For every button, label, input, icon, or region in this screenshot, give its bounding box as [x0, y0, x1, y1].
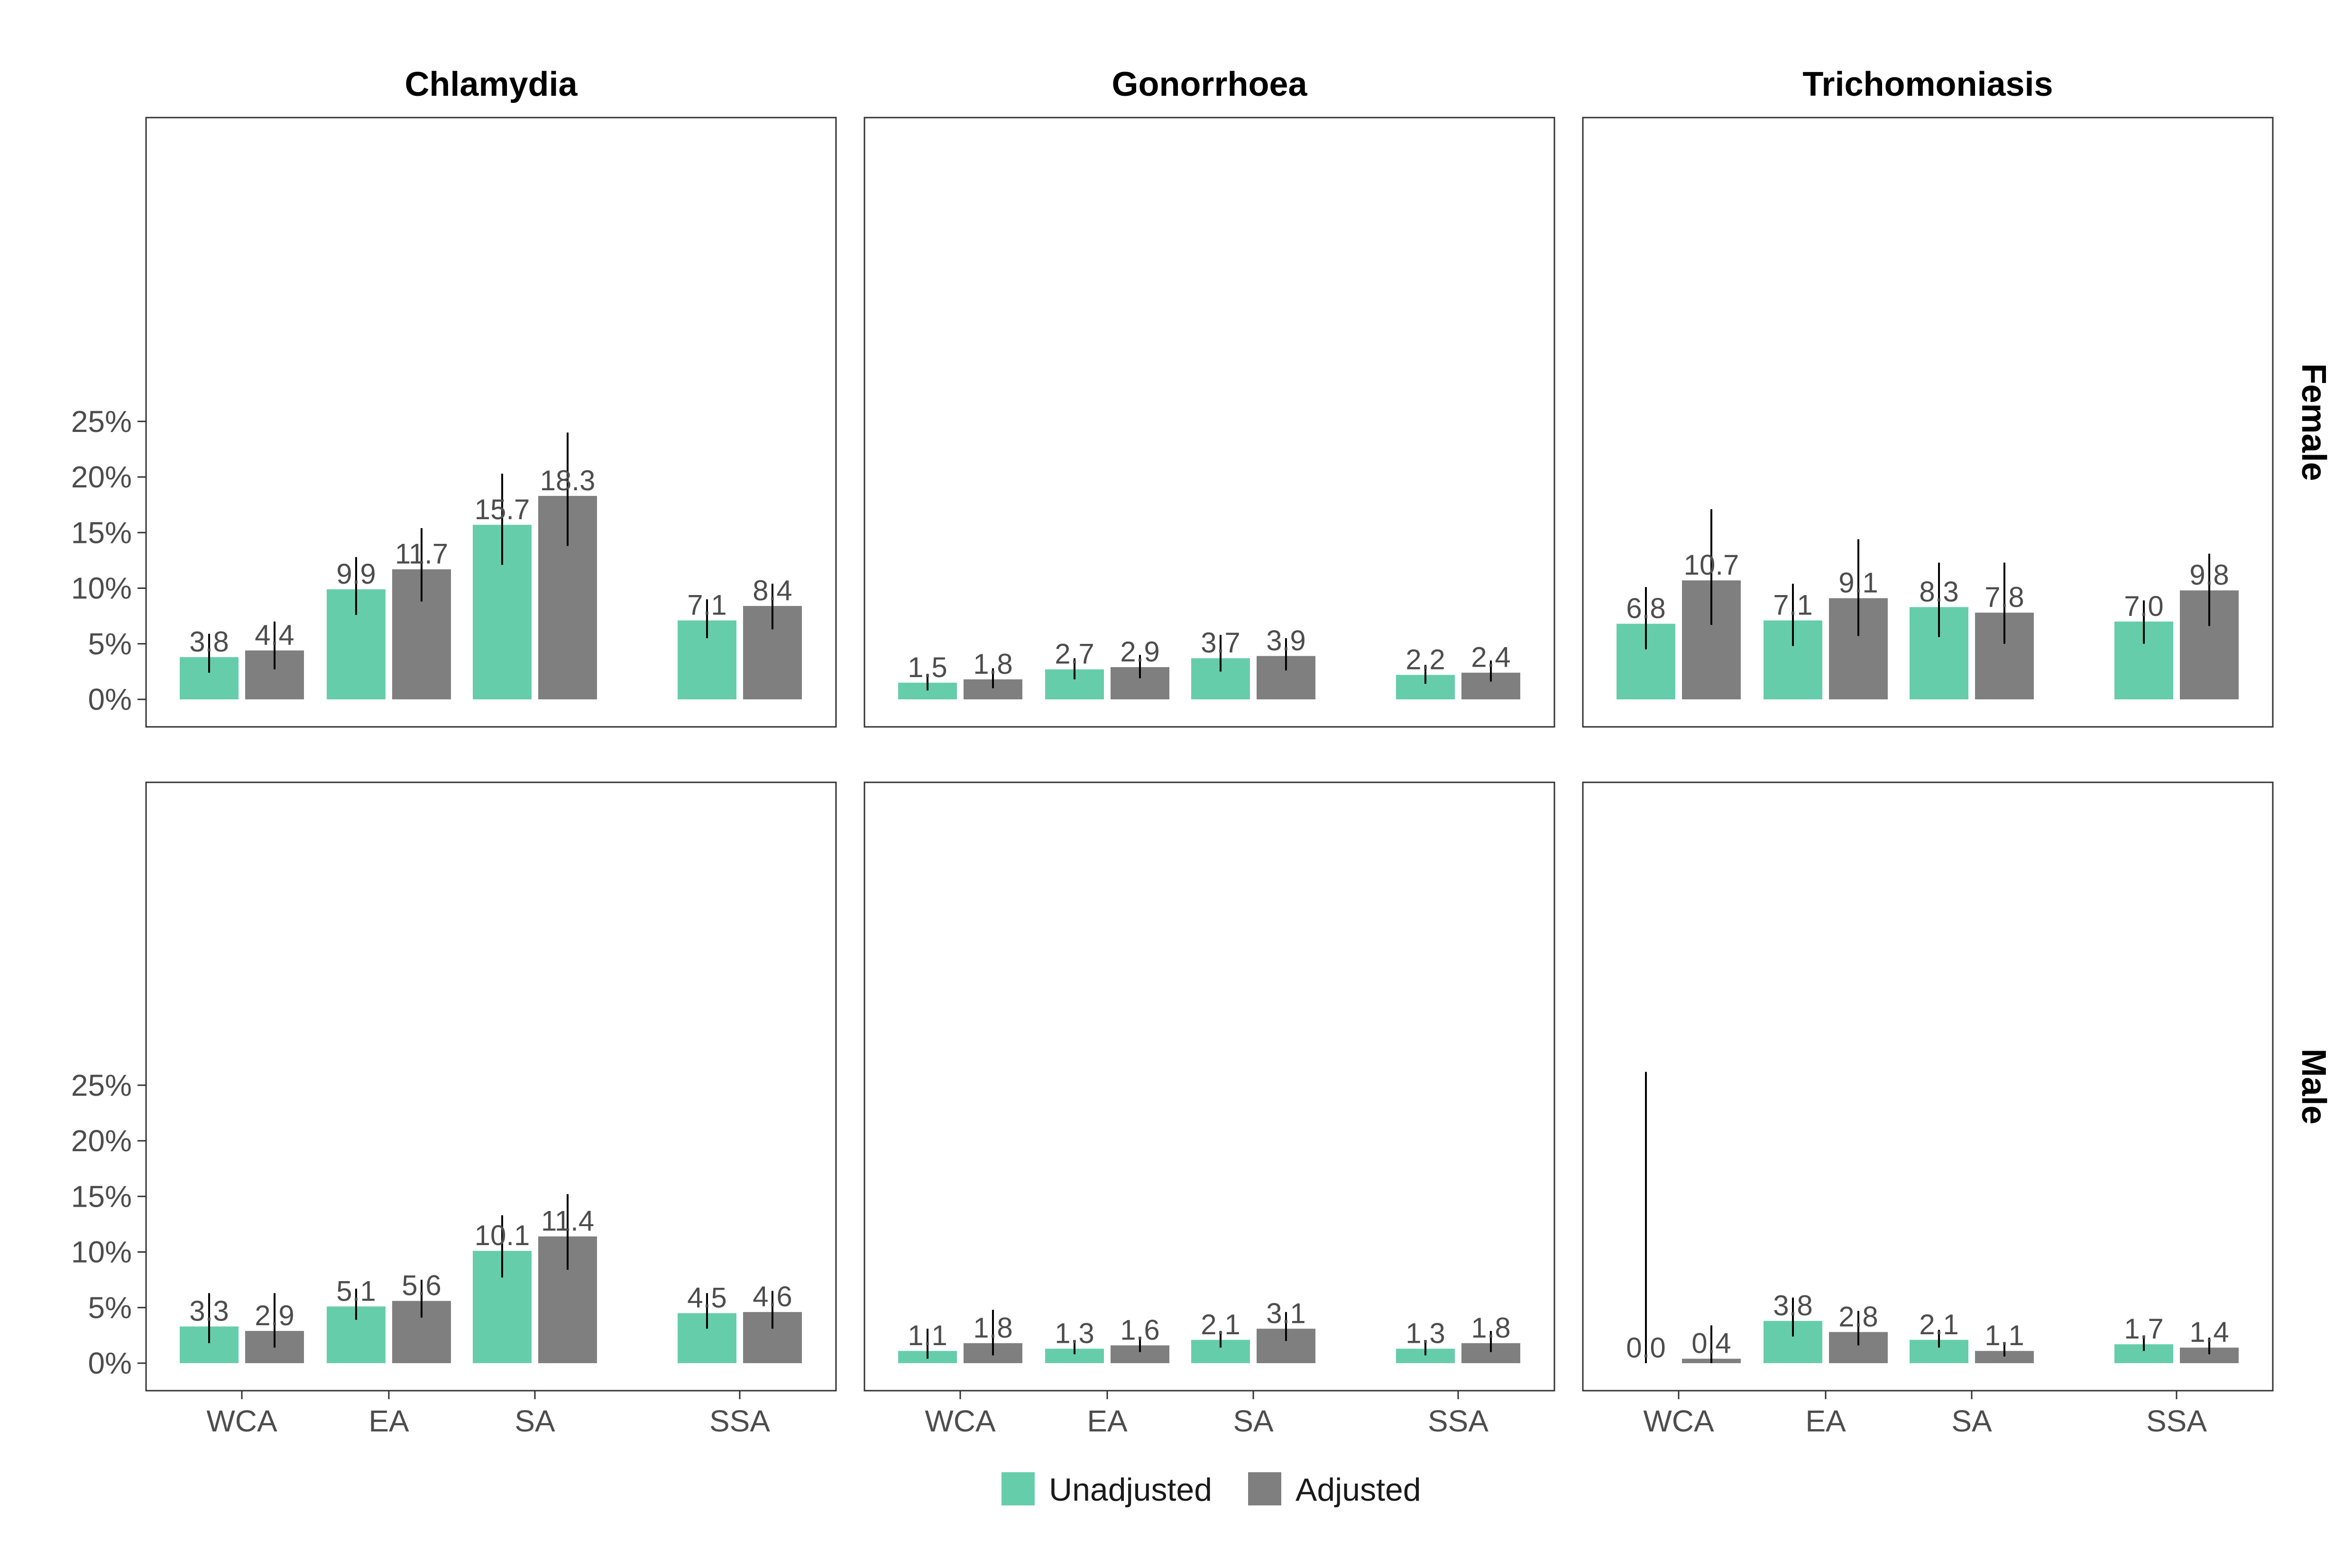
value-label-trichomoniasis-female-ssa-adjusted: 9.8 — [2189, 559, 2229, 591]
x-tick-label-chlamydia-sa: SA — [514, 1404, 555, 1438]
value-label-chlamydia-male-ea-unadjusted: 5.1 — [336, 1275, 376, 1307]
strip-labels-layer: Chlamydia Gonorrhoea Trichomoniasis Female M… — [404, 65, 2333, 1125]
value-label-trichomoniasis-male-sa-unadjusted: 2.1 — [1919, 1309, 1958, 1340]
value-label-gonorrhoea-female-sa-adjusted: 3.9 — [1266, 625, 1305, 657]
x-tick-label-chlamydia-ssa: SSA — [709, 1404, 770, 1438]
panel-border-trichomoniasis-male — [1582, 781, 2274, 1392]
value-label-trichomoniasis-male-ea-unadjusted: 3.8 — [1773, 1290, 1812, 1321]
panel-border-gonorrhoea-male — [864, 781, 1555, 1392]
value-label-gonorrhoea-male-ssa-unadjusted: 1.3 — [1406, 1318, 1445, 1349]
panel-chlamydia-female: 3.8 9.9 15.7 7.1 4.4 11.7 18.3 8.4 0% 5% 10% 15% 20%… — [71, 117, 837, 728]
y-tick-label-male-15: 15% — [71, 1179, 132, 1213]
value-label-trichomoniasis-female-wca-adjusted: 10.7 — [1684, 549, 1739, 581]
legend-swatch-unadjusted — [1001, 1472, 1035, 1505]
value-label-gonorrhoea-female-ea-adjusted: 2.9 — [1120, 636, 1159, 668]
legend: Unadjusted Adjusted — [1001, 1472, 1421, 1508]
strip-label-gonorrhoea: Gonorrhoea — [1112, 65, 1307, 103]
x-tick-label-trichomoniasis-wca: WCA — [1643, 1404, 1714, 1438]
y-tick-label-male-10: 10% — [71, 1235, 132, 1269]
y-tick-label-female-5: 5% — [88, 627, 132, 661]
value-label-trichomoniasis-female-wca-unadjusted: 6.8 — [1626, 593, 1665, 624]
value-label-chlamydia-female-ssa-unadjusted: 7.1 — [687, 589, 726, 621]
value-label-trichomoniasis-female-ssa-unadjusted: 7.0 — [2124, 590, 2163, 622]
x-tick-label-chlamydia-wca: WCA — [206, 1404, 277, 1438]
value-label-gonorrhoea-male-ea-adjusted: 1.6 — [1120, 1314, 1159, 1346]
value-label-trichomoniasis-male-wca-unadjusted: 0.0 — [1626, 1332, 1665, 1364]
strip-label-trichomoniasis: Trichomoniasis — [1802, 65, 2053, 103]
x-tick-label-trichomoniasis-ea: EA — [1805, 1404, 1846, 1438]
value-label-chlamydia-male-ea-adjusted: 5.6 — [402, 1270, 441, 1302]
x-tick-label-chlamydia-ea: EA — [368, 1404, 409, 1438]
value-label-chlamydia-female-ssa-adjusted: 8.4 — [753, 575, 792, 606]
value-label-gonorrhoea-male-ssa-adjusted: 1.8 — [1471, 1312, 1510, 1344]
value-label-chlamydia-female-ea-adjusted: 11.7 — [395, 538, 448, 570]
y-tick-label-female-20: 20% — [71, 460, 132, 494]
value-label-trichomoniasis-female-ea-adjusted: 9.1 — [1838, 567, 1878, 599]
panel-border-trichomoniasis-female — [1582, 117, 2274, 728]
panel-border-chlamydia-female — [145, 117, 837, 728]
panels-layer: 3.8 9.9 15.7 7.1 4.4 11.7 18.3 8.4 0% 5% 10% 15% 20%… — [71, 117, 2274, 1438]
value-label-trichomoniasis-female-sa-unadjusted: 8.3 — [1919, 576, 1958, 607]
value-label-gonorrhoea-female-ea-unadjusted: 2.7 — [1055, 638, 1094, 670]
value-label-gonorrhoea-female-ssa-adjusted: 2.4 — [1471, 642, 1510, 673]
panel-chlamydia-male: 3.3 5.1 10.1 4.5 2.9 5.6 11.4 4.6 0% 5% 10% 15% 20% 2… — [71, 781, 837, 1438]
strip-label-chlamydia: Chlamydia — [404, 65, 578, 103]
value-label-gonorrhoea-male-ea-unadjusted: 1.3 — [1055, 1318, 1094, 1349]
value-label-gonorrhoea-female-wca-adjusted: 1.8 — [973, 648, 1012, 680]
value-label-chlamydia-female-sa-adjusted: 18.3 — [540, 465, 596, 496]
value-label-gonorrhoea-female-sa-unadjusted: 3.7 — [1201, 627, 1240, 659]
value-label-chlamydia-female-wca-adjusted: 4.4 — [255, 619, 294, 651]
panel-gonorrhoea-female: 1.5 2.7 3.7 2.2 1.8 2.9 3.9 2.4 — [864, 117, 1555, 728]
y-tick-label-female-0: 0% — [88, 682, 132, 716]
legend-swatch-adjusted — [1248, 1472, 1281, 1505]
y-tick-label-female-10: 10% — [71, 571, 132, 605]
value-label-trichomoniasis-female-ea-unadjusted: 7.1 — [1773, 589, 1812, 621]
y-tick-label-male-20: 20% — [71, 1124, 132, 1158]
value-label-trichomoniasis-male-wca-adjusted: 0.4 — [1691, 1328, 1731, 1359]
value-label-chlamydia-female-ea-unadjusted: 9.9 — [336, 558, 376, 590]
x-tick-label-gonorrhoea-sa: SA — [1233, 1404, 1274, 1438]
value-label-chlamydia-male-sa-unadjusted: 10.1 — [475, 1220, 530, 1251]
value-label-chlamydia-male-ssa-adjusted: 4.6 — [753, 1281, 792, 1312]
panel-border-chlamydia-male — [145, 781, 837, 1392]
value-label-chlamydia-male-wca-adjusted: 2.9 — [255, 1300, 294, 1331]
y-tick-label-female-25: 25% — [71, 404, 132, 439]
x-tick-label-trichomoniasis-sa: SA — [1951, 1404, 1992, 1438]
value-label-gonorrhoea-female-ssa-unadjusted: 2.2 — [1406, 643, 1445, 675]
x-tick-label-gonorrhoea-ssa: SSA — [1428, 1404, 1488, 1438]
value-label-trichomoniasis-male-sa-adjusted: 1.1 — [1984, 1320, 2024, 1351]
value-label-chlamydia-male-ssa-unadjusted: 4.5 — [687, 1282, 726, 1313]
strip-label-male: Male — [2295, 1048, 2333, 1124]
value-label-chlamydia-female-sa-unadjusted: 15.7 — [475, 494, 530, 525]
value-label-trichomoniasis-male-ea-adjusted: 2.8 — [1838, 1301, 1878, 1332]
y-tick-label-female-15: 15% — [71, 515, 132, 550]
value-label-trichomoniasis-female-sa-adjusted: 7.8 — [1984, 581, 2024, 613]
value-label-chlamydia-male-wca-unadjusted: 3.3 — [189, 1295, 229, 1327]
value-label-gonorrhoea-female-wca-unadjusted: 1.5 — [908, 651, 947, 683]
x-tick-label-trichomoniasis-ssa: SSA — [2146, 1404, 2207, 1438]
value-label-gonorrhoea-male-wca-adjusted: 1.8 — [973, 1312, 1012, 1344]
legend-label-adjusted: Adjusted — [1295, 1472, 1421, 1508]
panel-trichomoniasis-male: 0.0 3.8 2.1 1.7 0.4 2.8 1.1 1.4 WCA EA SA SSA — [1582, 781, 2274, 1438]
panel-trichomoniasis-female: 6.8 7.1 8.3 7.0 10.7 9.1 7.8 9.8 — [1582, 117, 2274, 728]
x-tick-label-gonorrhoea-ea: EA — [1087, 1404, 1128, 1438]
y-tick-label-male-5: 5% — [88, 1291, 132, 1325]
value-label-gonorrhoea-male-wca-unadjusted: 1.1 — [908, 1320, 947, 1351]
value-label-trichomoniasis-male-ssa-adjusted: 1.4 — [2189, 1316, 2229, 1348]
x-tick-label-gonorrhoea-wca: WCA — [925, 1404, 996, 1438]
value-label-chlamydia-male-sa-adjusted: 11.4 — [541, 1205, 594, 1237]
y-tick-label-male-0: 0% — [88, 1346, 132, 1380]
value-label-gonorrhoea-male-sa-unadjusted: 2.1 — [1201, 1309, 1240, 1340]
panel-gonorrhoea-male: 1.1 1.3 2.1 1.3 1.8 1.6 3.1 1.8 WCA EA SA SSA — [864, 781, 1555, 1438]
value-label-gonorrhoea-male-sa-adjusted: 3.1 — [1266, 1297, 1305, 1329]
strip-label-female: Female — [2295, 363, 2333, 481]
y-tick-label-male-25: 25% — [71, 1068, 132, 1102]
legend-label-unadjusted: Unadjusted — [1049, 1472, 1212, 1508]
value-label-trichomoniasis-male-ssa-unadjusted: 1.7 — [2124, 1313, 2163, 1345]
panel-border-gonorrhoea-female — [864, 117, 1555, 728]
value-label-chlamydia-female-wca-unadjusted: 3.8 — [189, 626, 229, 658]
